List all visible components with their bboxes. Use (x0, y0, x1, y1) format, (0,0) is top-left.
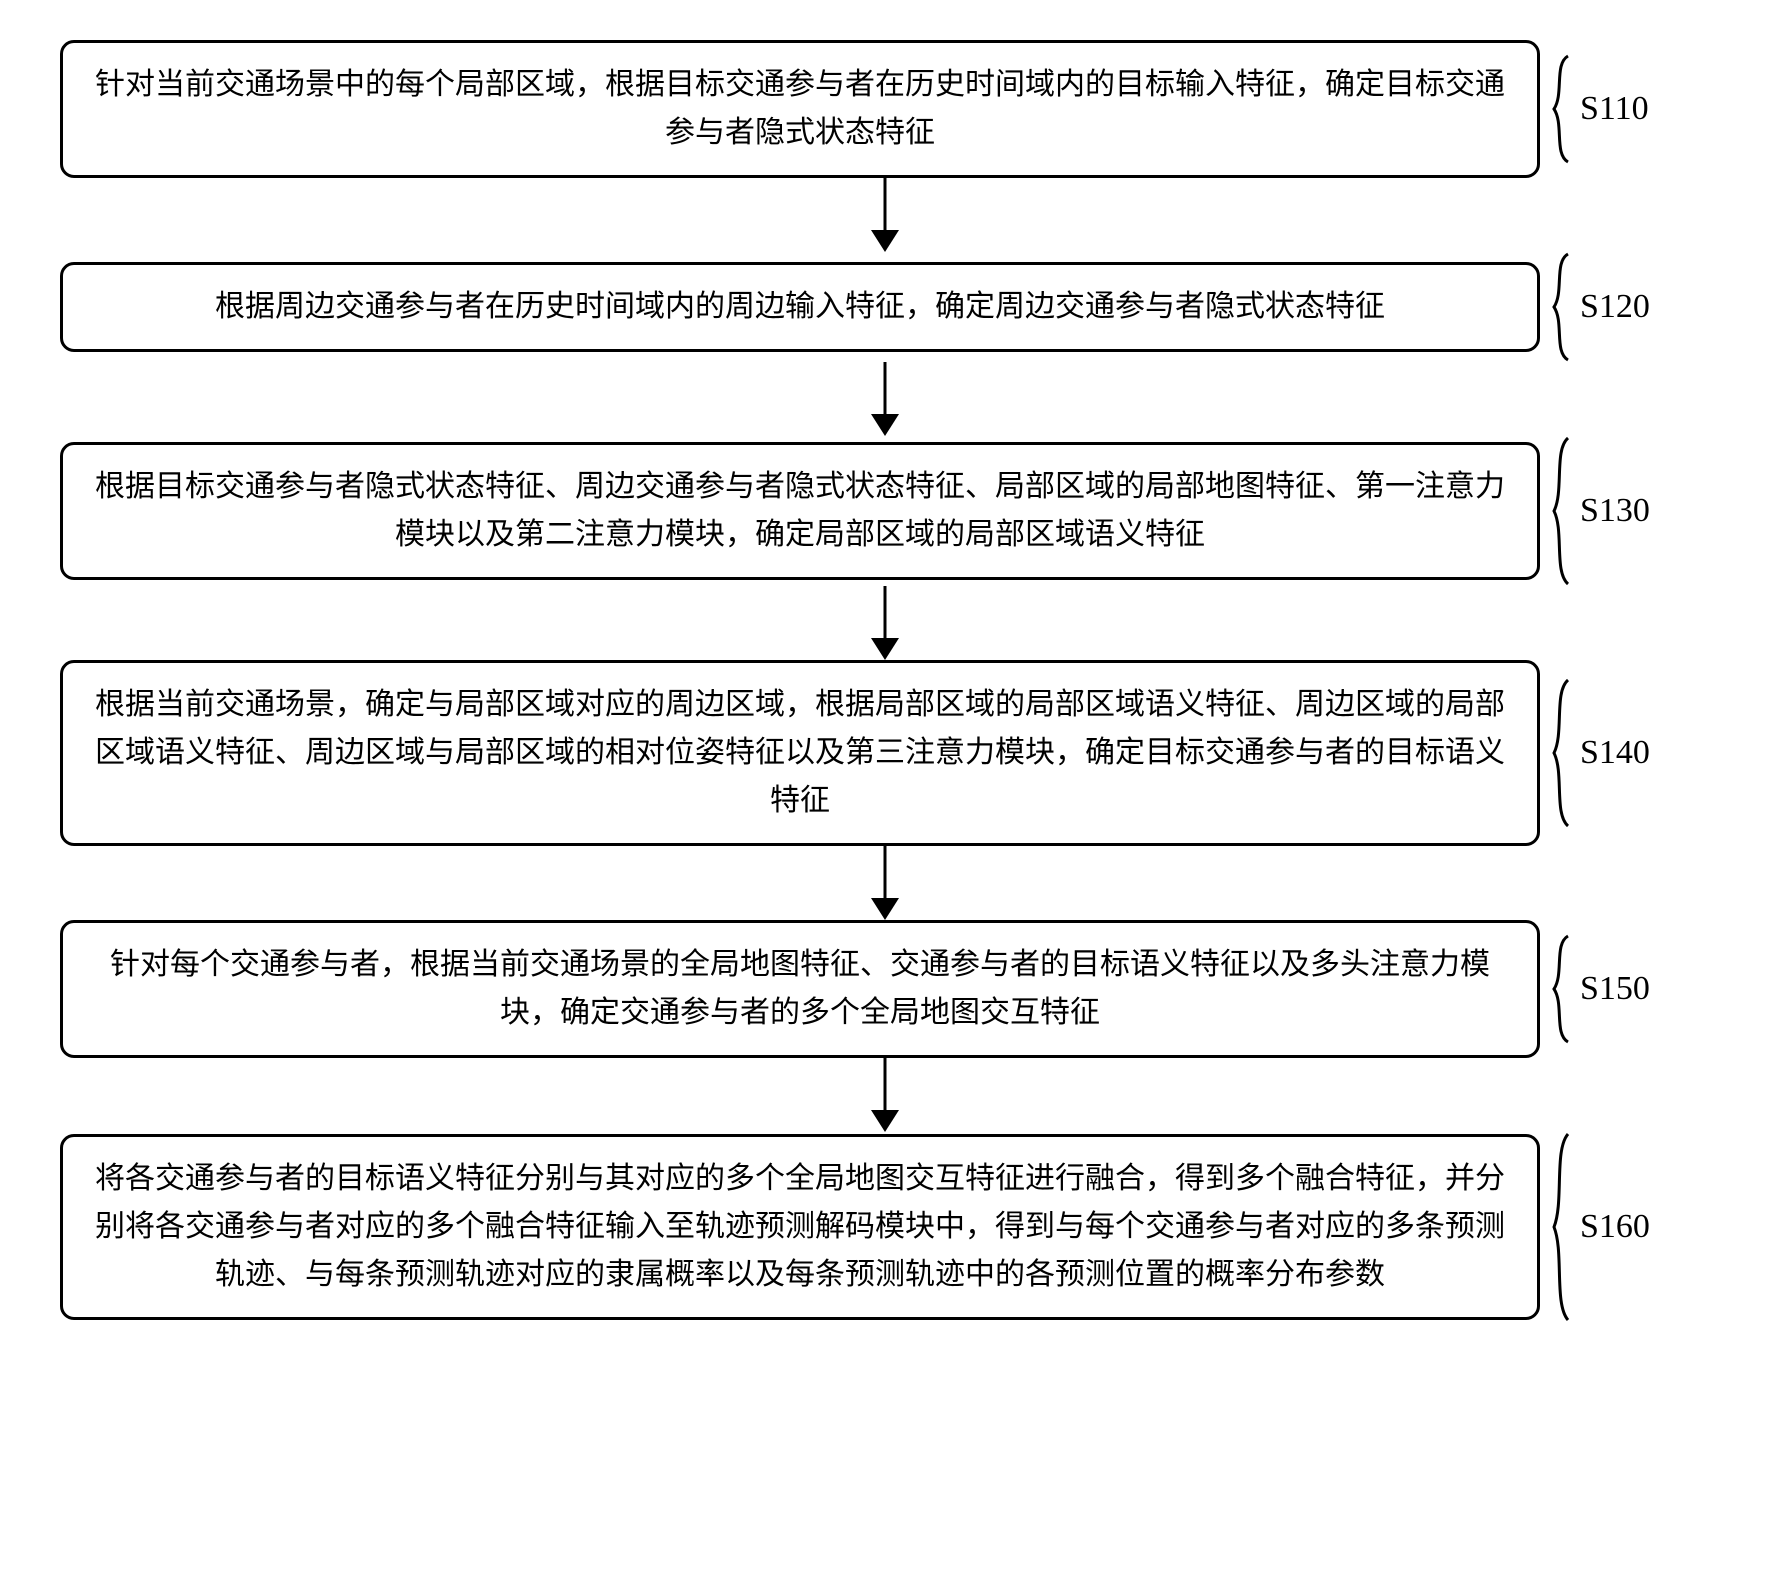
brace-icon (1546, 934, 1574, 1044)
step-box: 针对当前交通场景中的每个局部区域，根据目标交通参与者在历史时间域内的目标输入特征… (60, 40, 1540, 178)
step-label-cell: S110 (1540, 54, 1709, 164)
down-arrow-icon (865, 178, 905, 252)
step-box: 根据目标交通参与者隐式状态特征、周边交通参与者隐式状态特征、局部区域的局部地图特… (60, 442, 1540, 580)
arrow-connector (145, 362, 1625, 436)
brace-icon (1546, 54, 1574, 164)
step-box: 根据当前交通场景，确定与局部区域对应的周边区域，根据局部区域的局部区域语义特征、… (60, 660, 1540, 846)
step-label: S120 (1580, 288, 1650, 326)
step-row-4: 根据当前交通场景，确定与局部区域对应的周边区域，根据局部区域的局部区域语义特征、… (60, 660, 1709, 846)
step-box: 根据周边交通参与者在历史时间域内的周边输入特征，确定周边交通参与者隐式状态特征 (60, 262, 1540, 352)
arrow-connector (145, 846, 1625, 920)
brace-icon (1546, 1132, 1574, 1322)
brace-icon (1546, 436, 1574, 586)
down-arrow-icon (865, 1058, 905, 1132)
step-label: S140 (1580, 734, 1650, 772)
step-row-6: 将各交通参与者的目标语义特征分别与其对应的多个全局地图交互特征进行融合，得到多个… (60, 1132, 1709, 1322)
arrow-connector (145, 1058, 1625, 1132)
step-row-5: 针对每个交通参与者，根据当前交通场景的全局地图特征、交通参与者的目标语义特征以及… (60, 920, 1709, 1058)
step-label: S160 (1580, 1208, 1650, 1246)
down-arrow-icon (865, 362, 905, 436)
step-label: S130 (1580, 492, 1650, 530)
step-row-1: 针对当前交通场景中的每个局部区域，根据目标交通参与者在历史时间域内的目标输入特征… (60, 40, 1709, 178)
step-label-cell: S130 (1540, 436, 1709, 586)
step-box: 将各交通参与者的目标语义特征分别与其对应的多个全局地图交互特征进行融合，得到多个… (60, 1134, 1540, 1320)
down-arrow-icon (865, 586, 905, 660)
step-label: S110 (1580, 90, 1649, 128)
down-arrow-icon (865, 846, 905, 920)
step-box: 针对每个交通参与者，根据当前交通场景的全局地图特征、交通参与者的目标语义特征以及… (60, 920, 1540, 1058)
step-row-3: 根据目标交通参与者隐式状态特征、周边交通参与者隐式状态特征、局部区域的局部地图特… (60, 436, 1709, 586)
arrow-connector (145, 178, 1625, 252)
brace-icon (1546, 678, 1574, 828)
step-label-cell: S150 (1540, 934, 1709, 1044)
step-row-2: 根据周边交通参与者在历史时间域内的周边输入特征，确定周边交通参与者隐式状态特征 … (60, 252, 1709, 362)
arrow-connector (145, 586, 1625, 660)
step-label-cell: S140 (1540, 678, 1709, 828)
step-label-cell: S120 (1540, 252, 1709, 362)
flowchart-container: 针对当前交通场景中的每个局部区域，根据目标交通参与者在历史时间域内的目标输入特征… (60, 40, 1709, 1322)
step-label: S150 (1580, 970, 1650, 1008)
brace-icon (1546, 252, 1574, 362)
step-label-cell: S160 (1540, 1132, 1709, 1322)
